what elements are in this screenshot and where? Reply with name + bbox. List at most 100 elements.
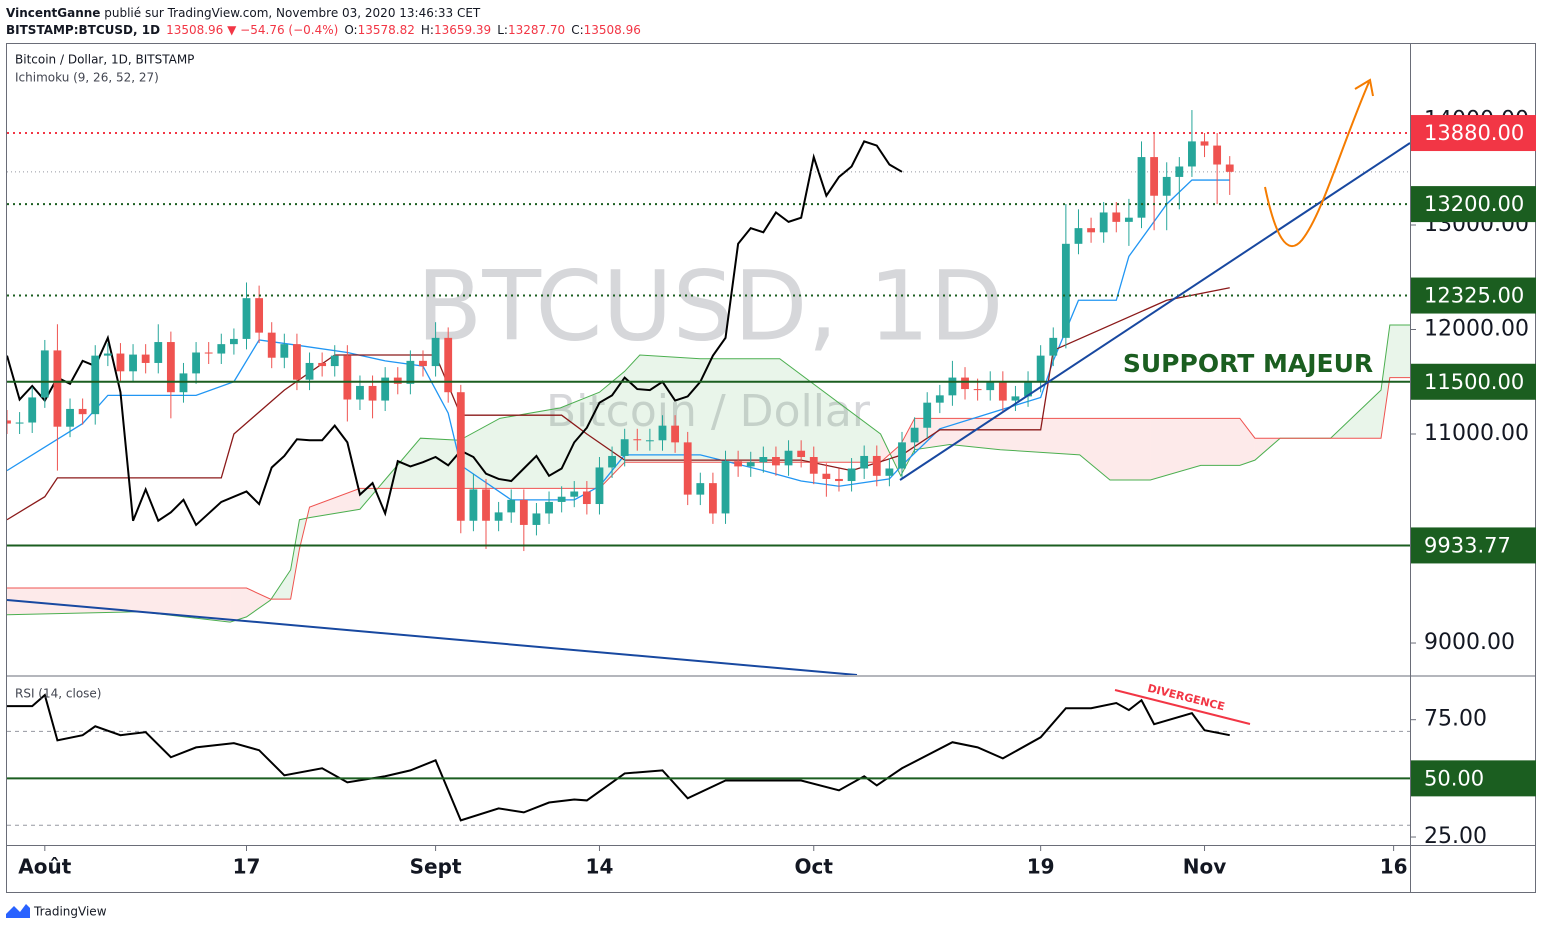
cloud-fill: [1200, 418, 1240, 466]
x-tick-label: Oct: [795, 855, 834, 879]
candle-body: [318, 362, 327, 367]
watermark: BTCUSD, 1D: [416, 250, 1003, 362]
cloud-fill: [230, 588, 247, 623]
candle-body: [280, 344, 289, 358]
candle-body: [482, 489, 490, 521]
lagging-line: [7, 140, 903, 527]
ohlc-key: C:: [571, 23, 583, 37]
support-label: SUPPORT MAJEUR: [1123, 349, 1373, 378]
ohlc-value: 13287.70: [508, 23, 565, 37]
candle-body: [1137, 157, 1146, 218]
candle-body: [1074, 228, 1083, 244]
ohlc-key: H:: [421, 23, 434, 37]
candle-body: [910, 427, 919, 443]
candle-body: [633, 439, 642, 441]
candle-body: [431, 337, 440, 367]
candle-body: [293, 344, 301, 380]
candle-body: [986, 381, 995, 391]
candle-body: [166, 342, 175, 393]
cloud-fill: [309, 488, 360, 518]
arrow-head: [1354, 78, 1374, 97]
candle-body: [1162, 176, 1171, 196]
x-tick-label: 19: [1027, 855, 1055, 879]
candle-body: [15, 422, 24, 424]
candle-body: [456, 392, 465, 521]
cloud-fill: [499, 407, 561, 489]
level-box: [1411, 760, 1536, 797]
candle-body: [305, 362, 314, 380]
drawings: [7, 78, 1410, 675]
level-box: [1411, 527, 1536, 564]
candle-body: [267, 332, 276, 358]
cloud-fill: [1109, 418, 1151, 480]
candle-body: [1150, 157, 1159, 196]
candle-body: [469, 489, 478, 521]
candle-body: [885, 468, 894, 476]
candle-body: [519, 499, 528, 525]
y-tick-label: 9000.00: [1424, 630, 1515, 655]
candle-body: [1200, 141, 1209, 146]
candle-body: [192, 352, 200, 374]
level-label: 13200.00: [1424, 192, 1524, 216]
ohlc-key: L:: [497, 23, 508, 37]
candle-body: [961, 377, 969, 390]
cloud-fill: [1079, 418, 1110, 480]
last-price: 13508.96 ▼ −54.76 (−0.4%): [166, 23, 338, 37]
rsi-pane: [7, 693, 1410, 826]
x-tick-label: 16: [1380, 855, 1408, 879]
candle-body: [1188, 141, 1196, 167]
candle-body: [1061, 243, 1070, 338]
y-tick-label: 11000.00: [1424, 421, 1529, 446]
level-label: 11500.00: [1424, 370, 1524, 394]
ohlc-key: O:: [344, 23, 357, 37]
logo-mark: [6, 904, 30, 918]
quote-line: BITSTAMP:BTCUSD, 1D 13508.96 ▼ −54.76 (−0…: [6, 23, 641, 37]
candle-body: [116, 353, 125, 372]
publish-info: VincentGanne publié sur TradingView.com,…: [6, 6, 481, 20]
time-axis: Août 17 Sept 14 Oct 19 Nov 16: [18, 846, 1408, 879]
candle-body: [1024, 381, 1032, 397]
candle-body: [872, 455, 881, 476]
level-box: [1411, 115, 1536, 152]
candle-body: [179, 373, 188, 393]
level-box: [1411, 277, 1536, 314]
candle-body: [28, 397, 37, 423]
y-tick-label: 12000.00: [1424, 317, 1529, 342]
candle-body: [734, 461, 743, 467]
cloud-fill: [599, 371, 625, 489]
candle-body: [1112, 212, 1121, 222]
candle-body: [570, 491, 579, 497]
candle-body: [1124, 217, 1133, 222]
candle-body: [835, 478, 843, 482]
candle-body: [1099, 212, 1108, 233]
candle-body: [53, 350, 62, 427]
candle-body: [141, 354, 150, 363]
candle-body: [330, 355, 339, 367]
y-tick-label: 25.00: [1424, 824, 1487, 849]
level-box: [1411, 186, 1536, 223]
candle-body: [772, 457, 780, 466]
candle-body: [1175, 166, 1184, 177]
level-label: 9933.77: [1424, 533, 1511, 557]
candle-body: [229, 338, 238, 345]
candle-body: [444, 337, 453, 393]
cloud-fill: [949, 418, 1001, 450]
candle-body: [923, 402, 932, 428]
level-label: 12325.00: [1424, 284, 1524, 308]
cloud-fill: [1150, 418, 1201, 480]
candle-body: [217, 344, 226, 354]
candle-body: [683, 442, 692, 495]
candle-body: [935, 395, 944, 403]
candle-body: [1036, 355, 1045, 382]
candle-body: [973, 389, 982, 391]
y-tick-label: 75.00: [1424, 707, 1487, 732]
candle-body: [746, 462, 755, 467]
indicator-title: Ichimoku (9, 26, 52, 27): [15, 71, 159, 85]
ohlc-value: 13578.82: [358, 23, 415, 37]
candle-body: [1049, 337, 1058, 356]
candle-body: [1225, 164, 1234, 172]
chart-frame: [6, 43, 1536, 893]
candle-body: [78, 408, 87, 415]
candle-body: [242, 298, 251, 339]
candle-body: [696, 483, 705, 495]
